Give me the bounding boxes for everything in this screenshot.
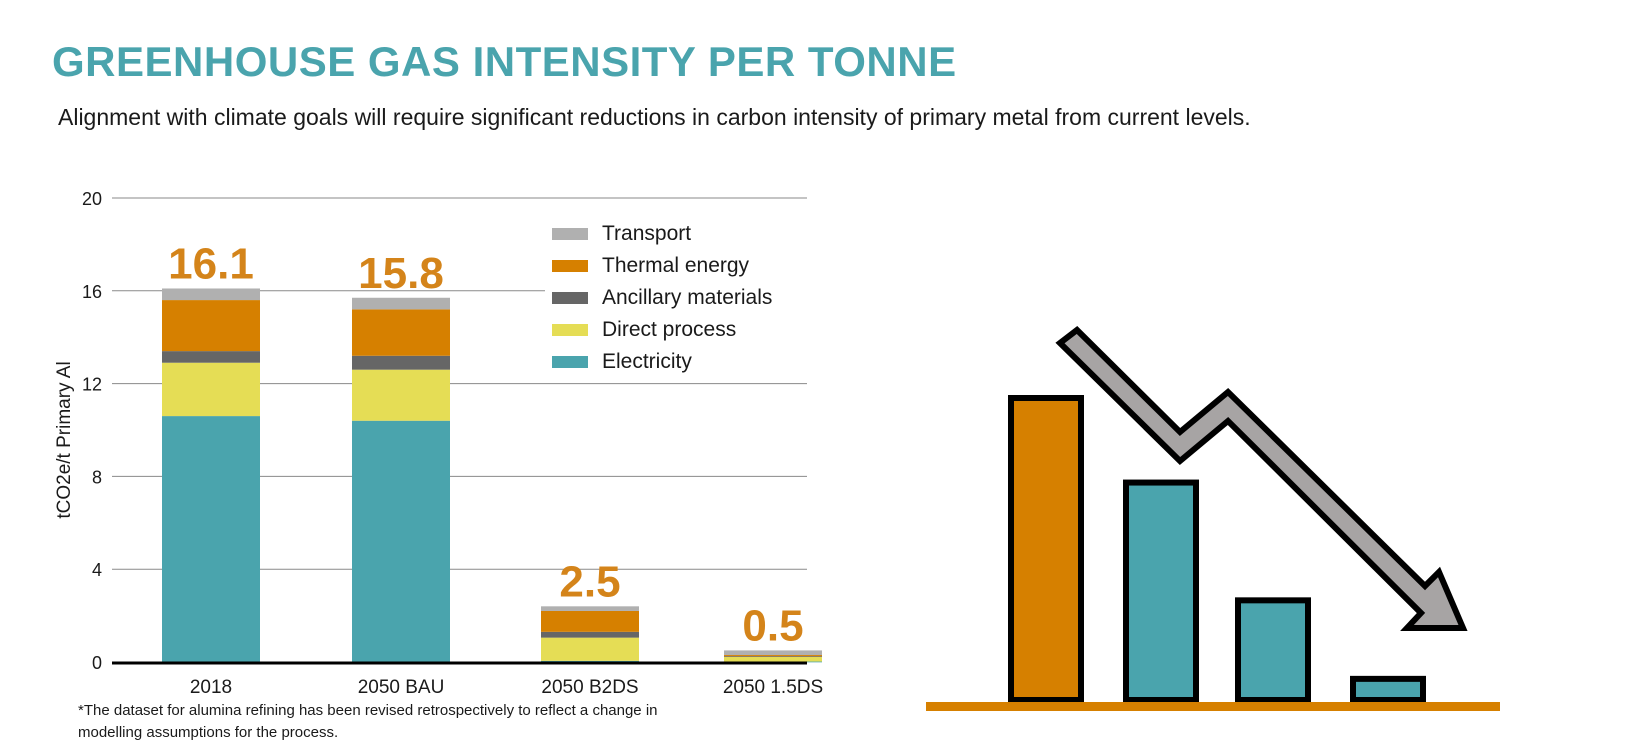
bar-stack bbox=[352, 297, 450, 662]
legend-item: Electricity bbox=[552, 346, 772, 378]
bar-segment bbox=[162, 362, 260, 417]
bar-segment bbox=[541, 660, 639, 662]
legend-item: Direct process bbox=[552, 314, 772, 346]
total-label: 0.5 bbox=[742, 601, 803, 650]
bar-segment bbox=[724, 650, 822, 656]
bar-segment bbox=[162, 300, 260, 352]
bar-segment bbox=[352, 297, 450, 310]
legend-swatch bbox=[552, 292, 588, 304]
bar-stack bbox=[162, 288, 260, 662]
legend-label: Electricity bbox=[602, 350, 692, 373]
total-label: 2.5 bbox=[559, 557, 620, 606]
bars bbox=[162, 288, 822, 663]
bar-segment bbox=[352, 369, 450, 421]
legend-label: Thermal energy bbox=[602, 254, 750, 277]
bar-segment bbox=[541, 606, 639, 611]
bar-segment bbox=[162, 416, 260, 662]
bar-segment bbox=[724, 655, 822, 657]
legend-swatch bbox=[552, 260, 588, 272]
total-label: 16.1 bbox=[168, 239, 254, 288]
illustration-baseline bbox=[926, 702, 1500, 711]
y-tick-label: 0 bbox=[92, 653, 102, 673]
x-tick-label: 2018 bbox=[190, 677, 232, 698]
down-trend-arrow-icon bbox=[1055, 326, 1468, 631]
y-axis-label: tCO2e/t Primary Al bbox=[54, 361, 75, 518]
bar-segment bbox=[541, 610, 639, 632]
total-label: 15.8 bbox=[358, 249, 444, 298]
x-tick-label: 2050 B2DS bbox=[541, 677, 638, 698]
bar-segment bbox=[162, 351, 260, 363]
x-tick-label: 2050 BAU bbox=[358, 677, 445, 698]
bar-segment bbox=[541, 631, 639, 638]
page-title: GREENHOUSE GAS INTENSITY PER TONNE bbox=[52, 38, 957, 85]
y-tick-label: 8 bbox=[92, 467, 102, 487]
legend-label: Ancillary materials bbox=[602, 286, 773, 309]
bar-segment bbox=[724, 656, 822, 662]
legend-item: Ancillary materials bbox=[552, 282, 772, 314]
y-tick-label: 20 bbox=[82, 189, 102, 209]
total-labels: 16.1 15.8 2.5 0.5 bbox=[168, 239, 803, 650]
legend-swatch bbox=[552, 356, 588, 368]
bar-segment bbox=[724, 656, 822, 657]
legend-label: Direct process bbox=[602, 318, 737, 341]
bar-stack bbox=[541, 606, 639, 662]
illustration-bar bbox=[1008, 395, 1084, 703]
bar-segment bbox=[352, 420, 450, 662]
illustration-bar bbox=[1235, 597, 1311, 704]
x-axis-ticks: 2018 2050 BAU 2050 B2DS 2050 1.5DS bbox=[190, 677, 823, 698]
x-tick-label: 2050 1.5DS bbox=[723, 677, 823, 698]
legend-swatch bbox=[552, 324, 588, 336]
bar-segment bbox=[162, 288, 260, 301]
bar-segment bbox=[352, 309, 450, 356]
legend-item: Thermal energy bbox=[552, 250, 772, 282]
page-subtitle: Alignment with climate goals will requir… bbox=[58, 104, 1251, 130]
y-tick-label: 12 bbox=[82, 375, 102, 395]
illustration-bars bbox=[1008, 395, 1426, 704]
legend-label: Transport bbox=[602, 222, 692, 245]
legend-item: Transport bbox=[552, 218, 772, 250]
y-axis-ticks: 0 4 8 12 16 20 bbox=[82, 189, 102, 673]
illustration-bar bbox=[1350, 675, 1426, 703]
y-tick-label: 16 bbox=[82, 282, 102, 302]
y-tick-label: 4 bbox=[92, 560, 102, 580]
legend: Transport Thermal energy Ancillary materia… bbox=[552, 218, 772, 378]
legend-swatch bbox=[552, 228, 588, 240]
bar-segment bbox=[352, 355, 450, 370]
bar-segment bbox=[541, 637, 639, 661]
footnote: *The dataset for alumina refining has be… bbox=[78, 702, 658, 741]
illustration-bar bbox=[1123, 479, 1199, 703]
